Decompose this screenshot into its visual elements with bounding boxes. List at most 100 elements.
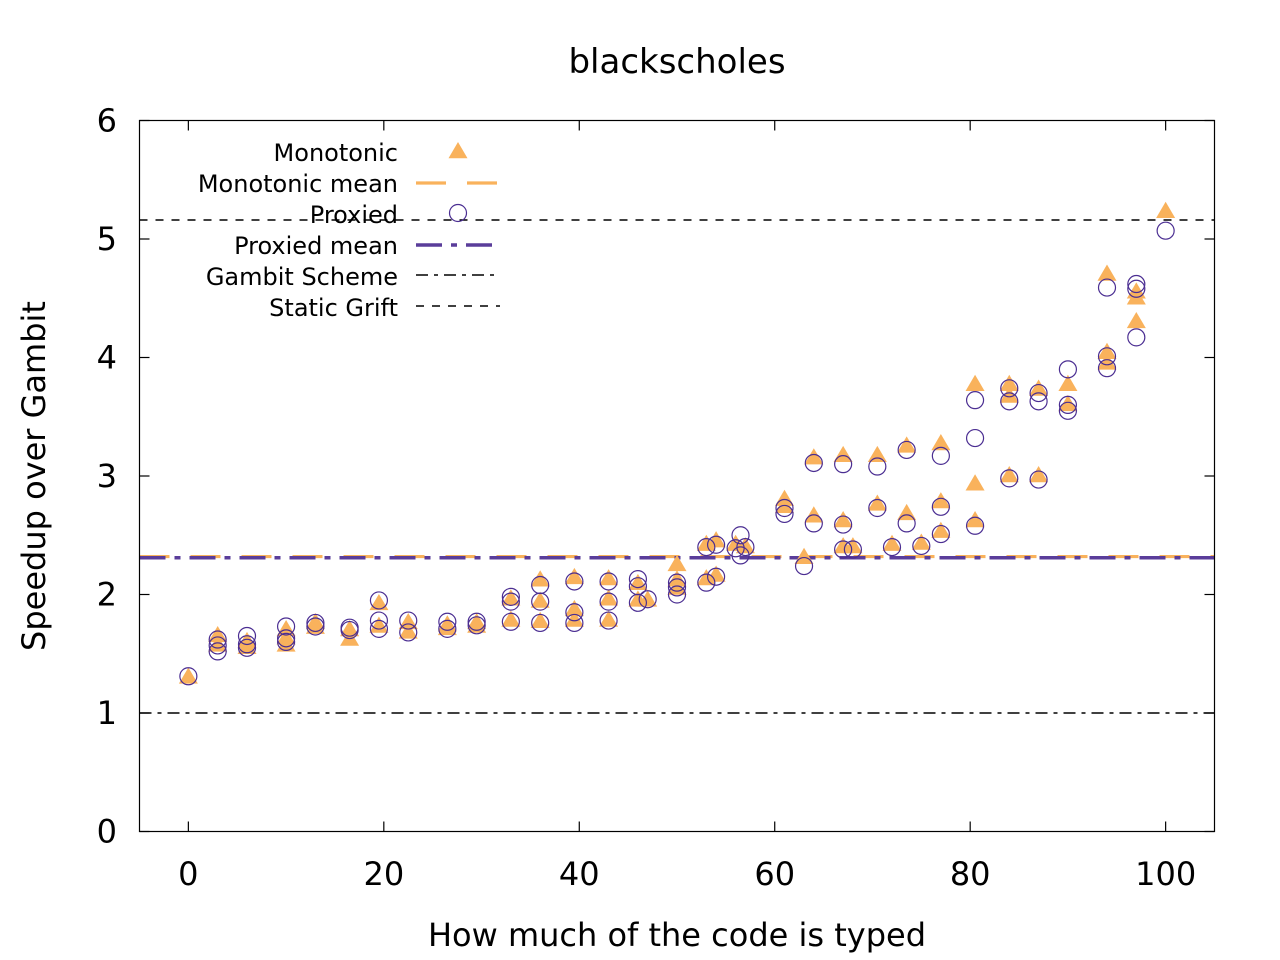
proxied-point-68 bbox=[965, 391, 985, 410]
x-tick-label-20: 20 bbox=[363, 855, 404, 893]
proxied-point-66 bbox=[931, 497, 950, 516]
proxied-point-73 bbox=[1000, 469, 1019, 488]
legend-sample-proxied bbox=[448, 203, 468, 223]
proxied-point-30 bbox=[565, 603, 584, 622]
proxied-point-32 bbox=[599, 572, 618, 591]
monotonic-point-40 bbox=[706, 565, 726, 582]
monotonic-point-58 bbox=[931, 434, 951, 451]
monotonic-point-53 bbox=[867, 494, 887, 511]
monotonic-point-15 bbox=[398, 622, 418, 639]
proxied-point-42 bbox=[697, 537, 716, 557]
proxied-point-8 bbox=[276, 629, 296, 648]
monotonic-point-49 bbox=[833, 511, 853, 528]
proxied-point-22 bbox=[467, 616, 486, 635]
monotonic-point-27 bbox=[564, 610, 584, 627]
proxied-point-10 bbox=[306, 613, 325, 633]
monotonic-point-66 bbox=[999, 466, 1019, 483]
proxied-point-79 bbox=[1058, 401, 1078, 420]
monotonic-point-75 bbox=[1126, 288, 1146, 305]
monotonic-point-13 bbox=[369, 616, 389, 633]
monotonic-point-12 bbox=[369, 593, 389, 611]
monotonic-point-72 bbox=[1097, 342, 1117, 359]
proxied-point-23 bbox=[501, 587, 520, 606]
monotonic-point-0 bbox=[178, 667, 198, 684]
monotonic-point-57 bbox=[911, 533, 931, 550]
proxied-point-65 bbox=[931, 446, 950, 465]
legend-label-monotonic-mean: Monotonic mean bbox=[198, 170, 398, 198]
monotonic-point-62 bbox=[965, 474, 985, 491]
monotonic-point-67 bbox=[1029, 379, 1049, 396]
proxied-point-84 bbox=[1127, 279, 1146, 298]
legend-sample-monotonic bbox=[448, 142, 468, 159]
proxied-point-9 bbox=[276, 632, 296, 652]
monotonic-point-39 bbox=[706, 531, 726, 548]
proxied-point-44 bbox=[706, 535, 726, 554]
proxied-point-45 bbox=[706, 567, 726, 586]
monotonic-point-77 bbox=[1156, 201, 1176, 218]
proxied-point-78 bbox=[1058, 395, 1078, 414]
legend-samples bbox=[416, 142, 500, 307]
x-tick-label-40: 40 bbox=[559, 855, 600, 893]
proxied-point-1 bbox=[208, 630, 227, 649]
proxied-point-27 bbox=[531, 592, 550, 611]
proxied-point-60 bbox=[868, 498, 887, 518]
proxied-point-81 bbox=[1097, 347, 1117, 366]
proxied-point-20 bbox=[438, 619, 457, 638]
proxied-point-70 bbox=[965, 516, 985, 535]
y-tick-label-4: 4 bbox=[97, 339, 117, 377]
monotonic-point-55 bbox=[897, 436, 917, 453]
legend-label-gambit-scheme: Gambit Scheme bbox=[206, 263, 398, 291]
legend: Monotonic Monotonic mean Proxied Proxied… bbox=[198, 139, 500, 322]
x-tick-label-60: 60 bbox=[754, 855, 795, 893]
monotonic-point-65 bbox=[999, 386, 1019, 403]
proxied-point-18 bbox=[399, 623, 418, 642]
proxied-point-11 bbox=[306, 617, 325, 636]
monotonic-point-71 bbox=[1097, 264, 1117, 281]
proxied-point-53 bbox=[804, 453, 823, 473]
monotonic-point-33 bbox=[638, 590, 658, 607]
proxied-point-6 bbox=[237, 638, 257, 657]
monotonic-point-68 bbox=[1029, 466, 1049, 483]
proxied-point-55 bbox=[834, 455, 853, 474]
monotonic-point-63 bbox=[965, 511, 985, 528]
proxied-point-82 bbox=[1097, 359, 1117, 378]
proxied-point-16 bbox=[369, 619, 389, 638]
proxied-point-35 bbox=[628, 569, 648, 589]
proxied-point-80 bbox=[1097, 278, 1117, 297]
monotonic-point-28 bbox=[599, 569, 619, 586]
chart-title: blackscholes bbox=[568, 42, 785, 82]
monotonic-point-24 bbox=[530, 611, 550, 628]
monotonic-point-26 bbox=[564, 599, 584, 617]
monotonic-point-73 bbox=[1097, 353, 1117, 370]
proxied-point-4 bbox=[237, 626, 257, 646]
monotonic-point-4 bbox=[237, 637, 257, 655]
proxied-point-77 bbox=[1058, 360, 1078, 379]
monotonic-point-10 bbox=[340, 620, 360, 637]
monotonic-point-42 bbox=[735, 537, 755, 554]
proxied-point-52 bbox=[794, 556, 814, 576]
proxied-point-7 bbox=[276, 617, 296, 636]
proxied-point-63 bbox=[897, 514, 916, 533]
monotonic-point-69 bbox=[1058, 374, 1078, 391]
monotonic-point-52 bbox=[867, 445, 887, 463]
proxied-point-38 bbox=[638, 590, 657, 609]
monotonic-point-11 bbox=[340, 629, 360, 646]
proxied-point-28 bbox=[531, 613, 550, 633]
proxied-point-14 bbox=[369, 591, 389, 610]
proxied-point-17 bbox=[399, 611, 418, 630]
proxied-point-51 bbox=[775, 504, 794, 524]
proxied-point-58 bbox=[843, 540, 863, 559]
proxied-point-59 bbox=[868, 457, 887, 476]
monotonic-point-34 bbox=[667, 554, 687, 572]
proxied-point-21 bbox=[467, 612, 486, 631]
monotonic-point-2 bbox=[208, 635, 228, 652]
proxied-point-69 bbox=[965, 428, 985, 448]
monotonic-point-29 bbox=[599, 589, 619, 606]
proxied-point-29 bbox=[565, 572, 584, 591]
monotonic-point-48 bbox=[833, 445, 853, 463]
plot-border bbox=[138, 119, 1216, 833]
monotonic-point-25 bbox=[564, 567, 584, 585]
y-tick-label-1: 1 bbox=[97, 694, 117, 732]
proxied-point-56 bbox=[834, 515, 853, 534]
monotonic-point-70 bbox=[1058, 394, 1078, 412]
